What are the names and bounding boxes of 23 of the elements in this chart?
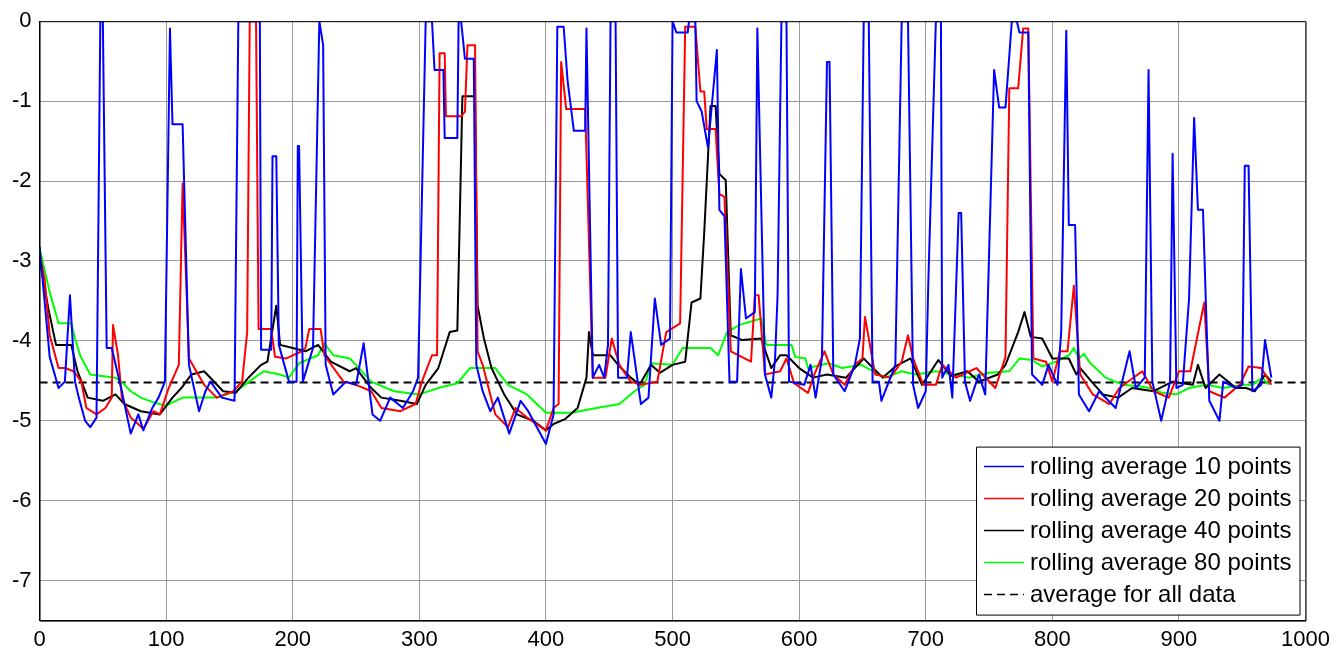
y-tick-label: -6 [12, 486, 32, 512]
y-tick-label: -2 [12, 167, 32, 193]
y-tick-label: -1 [12, 87, 32, 113]
legend-label: rolling average 40 points [1030, 516, 1292, 544]
y-tick-label: -5 [12, 406, 32, 432]
x-tick-label: 800 [1033, 625, 1071, 651]
x-tick-label: 1000 [1281, 625, 1331, 651]
x-tick-label: 200 [274, 625, 312, 651]
x-tick-label: 700 [907, 625, 945, 651]
legend-label: rolling average 10 points [1030, 452, 1292, 480]
y-tick-label: -4 [12, 326, 32, 352]
x-tick-label: 100 [147, 625, 185, 651]
legend-label: rolling average 20 points [1030, 484, 1292, 512]
x-tick-label: 500 [654, 625, 691, 651]
x-tick-label: 900 [1160, 625, 1198, 651]
legend-label: average for all data [1030, 580, 1237, 608]
y-tick-label: 0 [19, 7, 32, 33]
x-tick-label: 600 [780, 625, 818, 651]
y-tick-label: -3 [12, 247, 32, 273]
x-tick-label: 300 [400, 625, 438, 651]
legend-label: rolling average 80 points [1030, 548, 1292, 576]
x-tick-label: 400 [527, 625, 565, 651]
y-tick-label: -7 [12, 566, 32, 592]
